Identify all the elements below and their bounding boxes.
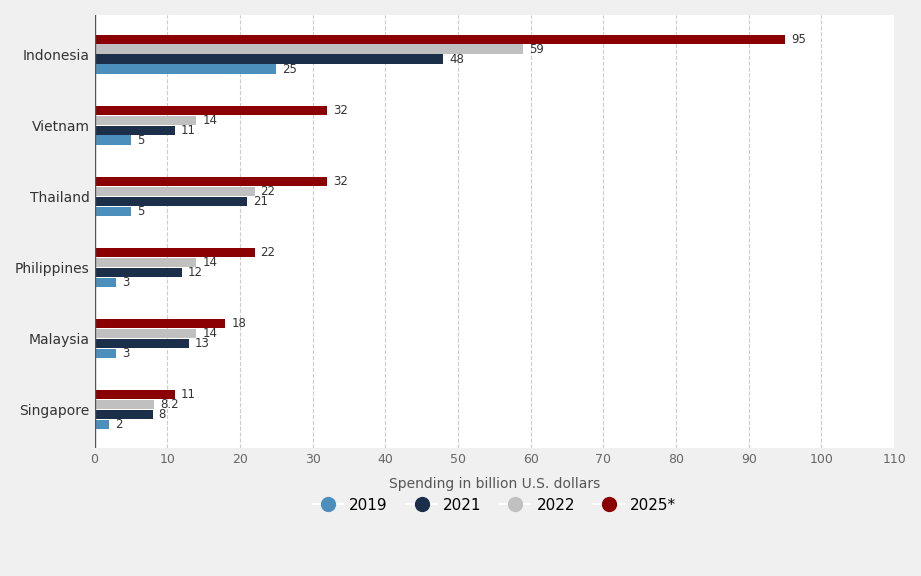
Bar <box>95 420 110 429</box>
Bar <box>95 329 196 338</box>
Text: 48: 48 <box>449 52 464 66</box>
Bar <box>95 44 523 54</box>
Text: 5: 5 <box>136 134 145 146</box>
Bar <box>95 116 196 125</box>
Bar <box>95 348 116 358</box>
Bar <box>95 410 153 419</box>
Bar <box>95 35 785 44</box>
Text: 22: 22 <box>261 246 275 259</box>
Text: 59: 59 <box>530 43 544 56</box>
Text: 32: 32 <box>333 104 348 117</box>
Bar <box>95 248 254 257</box>
Text: 21: 21 <box>253 195 268 208</box>
Bar <box>95 135 131 145</box>
Text: 14: 14 <box>203 256 217 269</box>
Bar <box>95 126 175 135</box>
Text: 13: 13 <box>195 337 210 350</box>
Bar <box>95 278 116 287</box>
Bar <box>95 268 181 277</box>
Legend: 2019, 2021, 2022, 2025*: 2019, 2021, 2022, 2025* <box>307 492 682 519</box>
Bar <box>95 257 196 267</box>
Text: 8: 8 <box>158 408 166 421</box>
Text: 14: 14 <box>203 327 217 340</box>
Bar <box>95 207 131 216</box>
Text: 25: 25 <box>282 63 297 75</box>
Bar <box>95 319 226 328</box>
Text: 8.2: 8.2 <box>160 398 179 411</box>
Bar <box>95 55 444 64</box>
Text: 2: 2 <box>115 418 122 431</box>
Text: 14: 14 <box>203 113 217 127</box>
Text: 18: 18 <box>231 317 246 330</box>
Text: 22: 22 <box>261 185 275 198</box>
Bar <box>95 177 327 186</box>
Bar <box>95 65 276 74</box>
Text: 3: 3 <box>122 276 130 289</box>
Bar <box>95 339 189 348</box>
Text: 12: 12 <box>188 266 203 279</box>
Bar <box>95 196 247 206</box>
Bar <box>95 105 327 115</box>
Text: 32: 32 <box>333 175 348 188</box>
Bar <box>95 400 154 409</box>
Text: 11: 11 <box>181 388 195 401</box>
X-axis label: Spending in billion U.S. dollars: Spending in billion U.S. dollars <box>389 478 600 491</box>
Bar <box>95 390 175 399</box>
Text: 95: 95 <box>791 33 806 46</box>
Text: 11: 11 <box>181 124 195 137</box>
Bar <box>95 187 254 196</box>
Text: 5: 5 <box>136 204 145 218</box>
Text: 3: 3 <box>122 347 130 360</box>
